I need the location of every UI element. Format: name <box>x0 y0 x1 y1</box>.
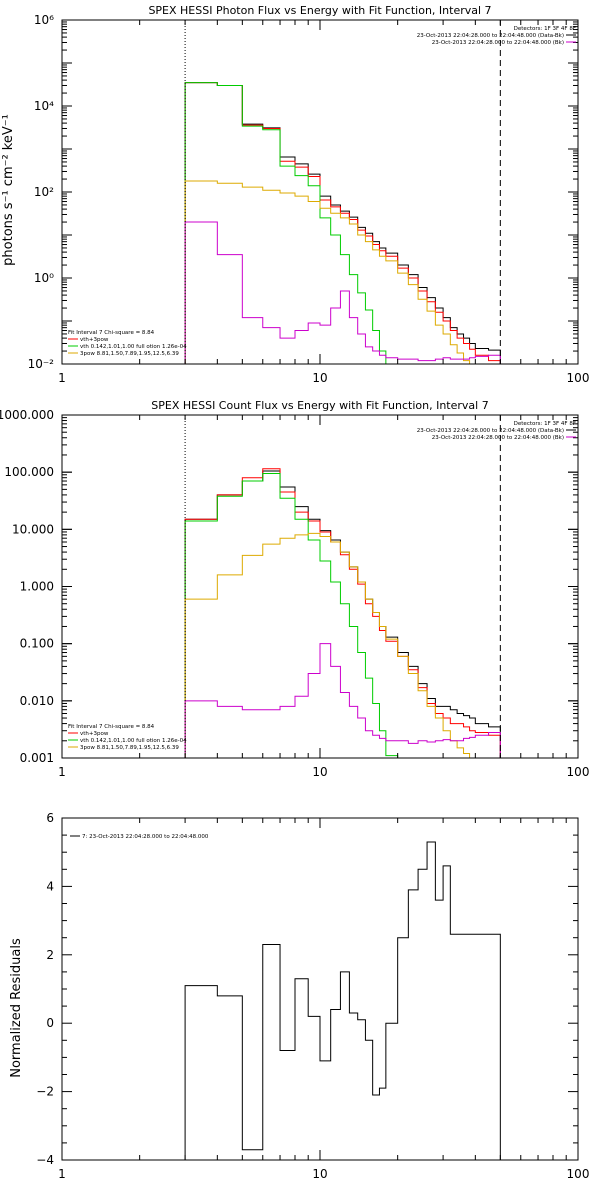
y-tick-label: 10² <box>34 185 54 199</box>
legend-header: Fit Interval 7 Chi-square = 8.84 <box>68 330 155 336</box>
series-line-1 <box>184 82 501 364</box>
legend-entry-label: vth+3pow <box>80 337 109 343</box>
legend-left: 7: 23-Oct-2013 22:04:28.000 to 22:04:48.… <box>70 834 209 840</box>
y-tick-label: 0.010 <box>20 694 54 708</box>
legend-entry-label: 7: 23-Oct-2013 22:04:28.000 to 22:04:48.… <box>82 834 209 840</box>
y-tick-label: 10⁴ <box>34 99 54 113</box>
legend-entry-label: 3pow 8.81,1.50,7.89,1.95,12.5,6.39 <box>80 745 179 751</box>
legend-entry-label: vth+3pow <box>80 731 109 737</box>
series-line-0 <box>184 470 501 758</box>
photon-flux-title: SPEX HESSI Photon Flux vs Energy with Fi… <box>148 4 491 17</box>
series-line-4 <box>184 643 501 758</box>
photon-flux-ylabel: photons s⁻¹ cm⁻² keV⁻¹ <box>1 114 16 266</box>
series-line-1 <box>184 468 501 758</box>
count-flux-title: SPEX HESSI Count Flux vs Energy with Fit… <box>151 399 488 412</box>
y-tick-label: 1000.000 <box>0 408 54 422</box>
y-tick-label: 0 <box>46 1016 54 1030</box>
legend-entry-label: 23-Oct-2013 22:04:28.000 to 22:04:48.000… <box>417 428 564 434</box>
legend-left: Fit Interval 7 Chi-square = 8.84vth+3pow… <box>68 330 187 357</box>
legend-header: Detectors: 1F 3F 4F 8F <box>514 421 576 427</box>
series-line-0 <box>184 82 501 364</box>
y-tick-label: 10.000 <box>12 522 54 536</box>
y-tick-label: 10⁻² <box>28 357 55 371</box>
y-tick-label: 10⁶ <box>34 13 54 27</box>
y-tick-label: 1.000 <box>20 580 54 594</box>
series-group <box>184 841 501 1160</box>
legend-entry-label: 23-Oct-2013 22:04:28.000 to 22:04:48.000… <box>432 435 564 441</box>
x-tick-label: 10 <box>312 371 327 385</box>
residuals-panel: Normalized Residuals 1 10 100 −4 −2 0 2 4 6 7: 23… <box>9 811 589 1181</box>
y-tick-label: 4 <box>46 879 54 893</box>
series-line-3 <box>184 180 501 364</box>
x-tick-label: 1 <box>58 1167 66 1181</box>
y-tick-label: 100.000 <box>4 465 54 479</box>
legend-left: Fit Interval 7 Chi-square = 8.84vth+3pow… <box>68 724 187 751</box>
y-tick-label: 0.001 <box>20 751 54 765</box>
x-tick-label: 10 <box>312 1167 327 1181</box>
legend-entry-label: 3pow 8.81,1.50,7.89,1.95,12.5,6.39 <box>80 351 179 357</box>
series-group <box>184 468 501 758</box>
y-tick-label: −4 <box>36 1153 54 1167</box>
y-tick-label: 0.100 <box>20 637 54 651</box>
x-tick-label: 10 <box>312 765 327 779</box>
legend-entry-label: 23-Oct-2013 22:04:28.000 to 22:04:48.000… <box>432 40 564 46</box>
photon-flux-panel: SPEX HESSI Photon Flux vs Energy with Fi… <box>1 4 589 385</box>
x-tick-label: 100 <box>567 1167 590 1181</box>
y-tick-label: 10⁰ <box>34 271 54 285</box>
series-group <box>184 82 501 364</box>
series-line-3 <box>184 532 501 758</box>
residuals-ylabel: Normalized Residuals <box>9 938 24 1078</box>
series-line-2 <box>184 472 501 758</box>
legend-entry-label: 23-Oct-2013 22:04:28.000 to 22:04:48.000… <box>417 33 564 39</box>
count-flux-panel: SPEX HESSI Count Flux vs Energy with Fit… <box>0 399 589 779</box>
x-tick-label: 100 <box>567 765 590 779</box>
legend-entry-label: vth 0.142,1.01,1.00 full otion 1.26e-04 <box>80 738 187 744</box>
legend-entry-label: vth 0.142,1.01,1.00 full otion 1.26e-04 <box>80 344 187 350</box>
x-tick-label: 100 <box>567 371 590 385</box>
legend-header: Detectors: 1F 3F 4F 8F <box>514 26 576 32</box>
series-line-0 <box>184 841 501 1160</box>
series-line-2 <box>184 82 501 364</box>
x-tick-label: 1 <box>58 765 66 779</box>
y-tick-label: 6 <box>46 811 54 825</box>
x-tick-label: 1 <box>58 371 66 385</box>
y-tick-label: −2 <box>36 1085 54 1099</box>
legend-header: Fit Interval 7 Chi-square = 8.84 <box>68 724 155 730</box>
y-tick-label: 2 <box>46 948 54 962</box>
series-line-4 <box>184 221 501 364</box>
